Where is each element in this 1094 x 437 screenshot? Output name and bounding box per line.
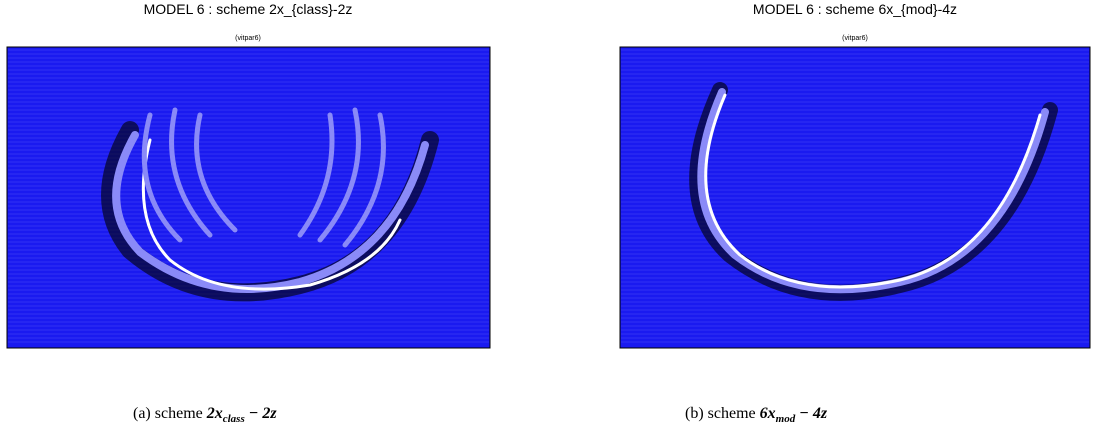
- caption-subscript: mod: [776, 413, 796, 425]
- wavefield: [101, 107, 439, 302]
- caption-label: (a) scheme: [133, 405, 203, 422]
- caption-math: 6x: [760, 405, 776, 422]
- caption-math: − 4z: [799, 405, 828, 422]
- caption: (b) scheme 6xmod − 4z: [685, 405, 828, 426]
- wavefield: [689, 82, 1058, 301]
- panel-subtitle: (vitpar6): [235, 35, 261, 42]
- caption-math: 2x: [206, 405, 223, 422]
- caption-math: − 2z: [249, 405, 278, 422]
- caption-label: (b) scheme: [685, 405, 756, 422]
- stripes: [621, 49, 1089, 343]
- panel-title: MODEL 6 : scheme 6x_{mod}-4z: [753, 1, 957, 17]
- caption: (a) scheme 2xclass − 2z: [133, 405, 277, 426]
- caption-subscript: class: [223, 413, 245, 425]
- stripes: [8, 49, 489, 343]
- panel: MODEL 6 : scheme 6x_{mod}-4z (vitpar6) (…: [619, 1, 1091, 426]
- panel-title: MODEL 6 : scheme 2x_{class}-2z: [144, 1, 353, 17]
- panel-subtitle: (vitpar6): [842, 35, 868, 42]
- panel: MODEL 6 : scheme 2x_{class}-2z (vitpar6)…: [6, 1, 491, 426]
